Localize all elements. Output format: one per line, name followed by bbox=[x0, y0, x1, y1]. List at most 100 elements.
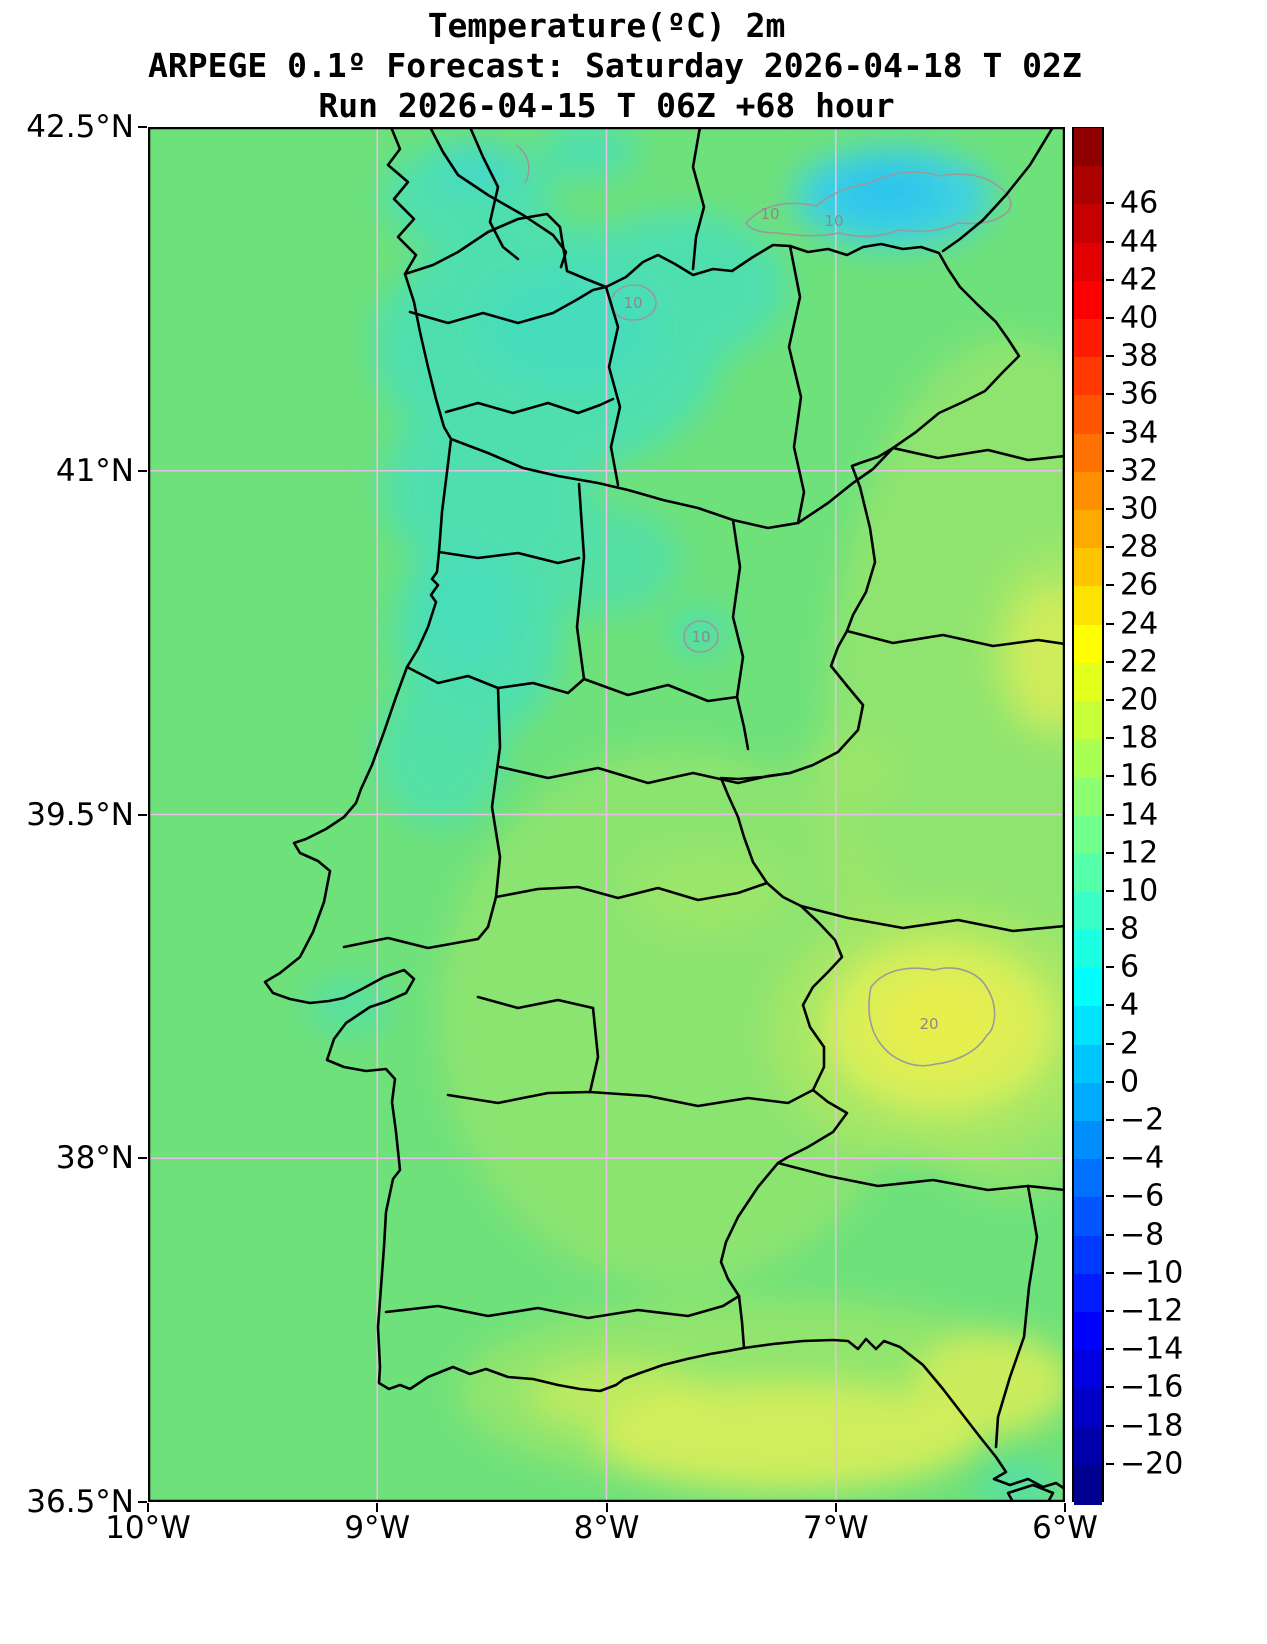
colorbar-band bbox=[1074, 1121, 1102, 1162]
colorbar-tick-mark bbox=[1106, 1042, 1114, 1045]
contour-label: 10 bbox=[760, 205, 779, 223]
colorbar-tick-label: −8 bbox=[1120, 1217, 1165, 1253]
district-line bbox=[476, 995, 595, 1010]
district-line bbox=[384, 1294, 741, 1320]
colorbar-band bbox=[1074, 204, 1102, 245]
colorbar-tick-mark bbox=[1106, 431, 1114, 434]
figure-subtitle: ARPEGE 0.1º Forecast: Saturday 2026-04-1… bbox=[148, 46, 1082, 85]
colorbar-tick-label: 4 bbox=[1120, 987, 1140, 1023]
x-tick-label: 7°W bbox=[802, 1510, 869, 1546]
colorbar-tick-label: 12 bbox=[1120, 835, 1159, 871]
colorbar-band bbox=[1074, 395, 1102, 436]
colorbar-tick-mark bbox=[1106, 1424, 1114, 1427]
province-line bbox=[941, 127, 1055, 253]
y-tick-mark bbox=[138, 1501, 147, 1503]
colorbar-tick-label: 46 bbox=[1120, 185, 1159, 221]
colorbar-tick-label: 30 bbox=[1120, 491, 1159, 527]
colorbar-band bbox=[1074, 1082, 1102, 1124]
colorbar-tick-mark bbox=[1106, 928, 1114, 931]
x-tick-label: 6°W bbox=[1032, 1510, 1098, 1546]
colorbar-tick-mark bbox=[1106, 1004, 1114, 1007]
colorbar-tick-mark bbox=[1106, 1233, 1114, 1236]
x-tick-mark bbox=[834, 1503, 837, 1512]
colorbar-tick-mark bbox=[1106, 1348, 1114, 1351]
x-tick-mark bbox=[376, 1503, 379, 1512]
district-line bbox=[408, 285, 608, 325]
colorbar-band bbox=[1074, 777, 1102, 818]
colorbar-band bbox=[1074, 128, 1102, 169]
colorbar-tick-label: 0 bbox=[1120, 1064, 1140, 1100]
contour-label: 10 bbox=[623, 294, 642, 312]
colorbar-band bbox=[1074, 471, 1102, 512]
colorbar-band bbox=[1074, 891, 1102, 933]
colorbar-tick-label: 24 bbox=[1120, 606, 1159, 642]
colorbar-tick-label: −12 bbox=[1120, 1293, 1184, 1329]
x-tick-label: 8°W bbox=[573, 1510, 640, 1546]
colorbar-tick-label: −20 bbox=[1120, 1446, 1184, 1482]
province-line bbox=[891, 446, 1065, 462]
colorbar-band bbox=[1074, 586, 1102, 627]
district-line bbox=[449, 437, 895, 530]
contour-20-southeast bbox=[868, 967, 996, 1067]
colorbar-band bbox=[1074, 662, 1102, 703]
colorbar-band bbox=[1074, 1273, 1102, 1315]
contour-fragment-nw bbox=[515, 144, 530, 184]
colorbar-tick-mark bbox=[1106, 316, 1114, 319]
colorbar-tick-mark bbox=[1106, 584, 1114, 587]
colorbar-tick-mark bbox=[1106, 1157, 1114, 1160]
graticule-gridlines bbox=[148, 127, 1065, 1502]
province-line bbox=[691, 127, 706, 271]
colorbar-tick-mark bbox=[1106, 278, 1114, 281]
colorbar-tick-label: −16 bbox=[1120, 1369, 1184, 1405]
colorbar-tick-label: 20 bbox=[1120, 682, 1159, 718]
contour-label: 10 bbox=[824, 212, 843, 230]
colorbar-tick-mark bbox=[1106, 889, 1114, 892]
plot-frame bbox=[148, 127, 1065, 1502]
colorbar-tick-label: 26 bbox=[1120, 567, 1159, 603]
cool-temperature-blobs bbox=[306, 127, 1058, 1502]
colorbar-tick-label: 18 bbox=[1120, 720, 1159, 756]
province-line bbox=[845, 629, 1065, 648]
colorbar-tick-label: 8 bbox=[1120, 911, 1140, 947]
x-tick-label: 9°W bbox=[344, 1510, 411, 1546]
district-line bbox=[494, 881, 769, 902]
colorbar-tick-label: 16 bbox=[1120, 758, 1159, 794]
colorbar-band bbox=[1074, 1426, 1102, 1467]
colorbar-tick-mark bbox=[1106, 966, 1114, 969]
district-line bbox=[588, 1006, 600, 1094]
colorbar-tick-mark bbox=[1106, 698, 1114, 701]
colorbar-tick-label: −14 bbox=[1120, 1331, 1184, 1367]
y-tick-label: 39.5°N bbox=[26, 796, 134, 833]
colorbar-band bbox=[1074, 509, 1102, 551]
district-boundaries bbox=[342, 244, 895, 1320]
contour-value-labels: 10 10 10 10 20 bbox=[623, 205, 938, 1033]
y-tick-label: 41°N bbox=[55, 452, 134, 489]
colorbar-tick-label: 38 bbox=[1120, 338, 1159, 374]
colorbar-band bbox=[1074, 930, 1102, 971]
y-tick-mark bbox=[138, 813, 147, 816]
colorbar-tick-label: 14 bbox=[1120, 797, 1159, 832]
colorbar-band bbox=[1074, 280, 1102, 321]
colorbar-tick-label: 28 bbox=[1120, 529, 1159, 565]
colorbar-band bbox=[1074, 548, 1102, 589]
contour-label: 20 bbox=[919, 1015, 938, 1033]
colorbar-band bbox=[1074, 242, 1102, 283]
province-line bbox=[994, 1184, 1039, 1449]
colorbar-band bbox=[1074, 1197, 1102, 1238]
y-tick-label: 38°N bbox=[55, 1140, 134, 1177]
spain-portugal-border-path bbox=[403, 212, 1021, 1350]
colorbar-band bbox=[1074, 968, 1102, 1009]
province-boundaries bbox=[468, 127, 1065, 1449]
colorbar-tick-mark bbox=[1106, 1462, 1114, 1465]
colorbar-tick-label: −18 bbox=[1120, 1408, 1184, 1444]
y-tick-label: 36.5°N bbox=[26, 1484, 134, 1520]
colorbar-tick-label: 2 bbox=[1120, 1026, 1140, 1062]
contour-10-small-b bbox=[683, 620, 719, 653]
y-tick-label: 42.5°N bbox=[26, 109, 134, 145]
contour-10-small-a bbox=[610, 284, 657, 321]
colorbar-tick-label: 42 bbox=[1120, 262, 1159, 298]
province-line bbox=[799, 904, 1065, 933]
colorbar-band bbox=[1074, 1388, 1102, 1429]
district-line bbox=[604, 285, 622, 487]
